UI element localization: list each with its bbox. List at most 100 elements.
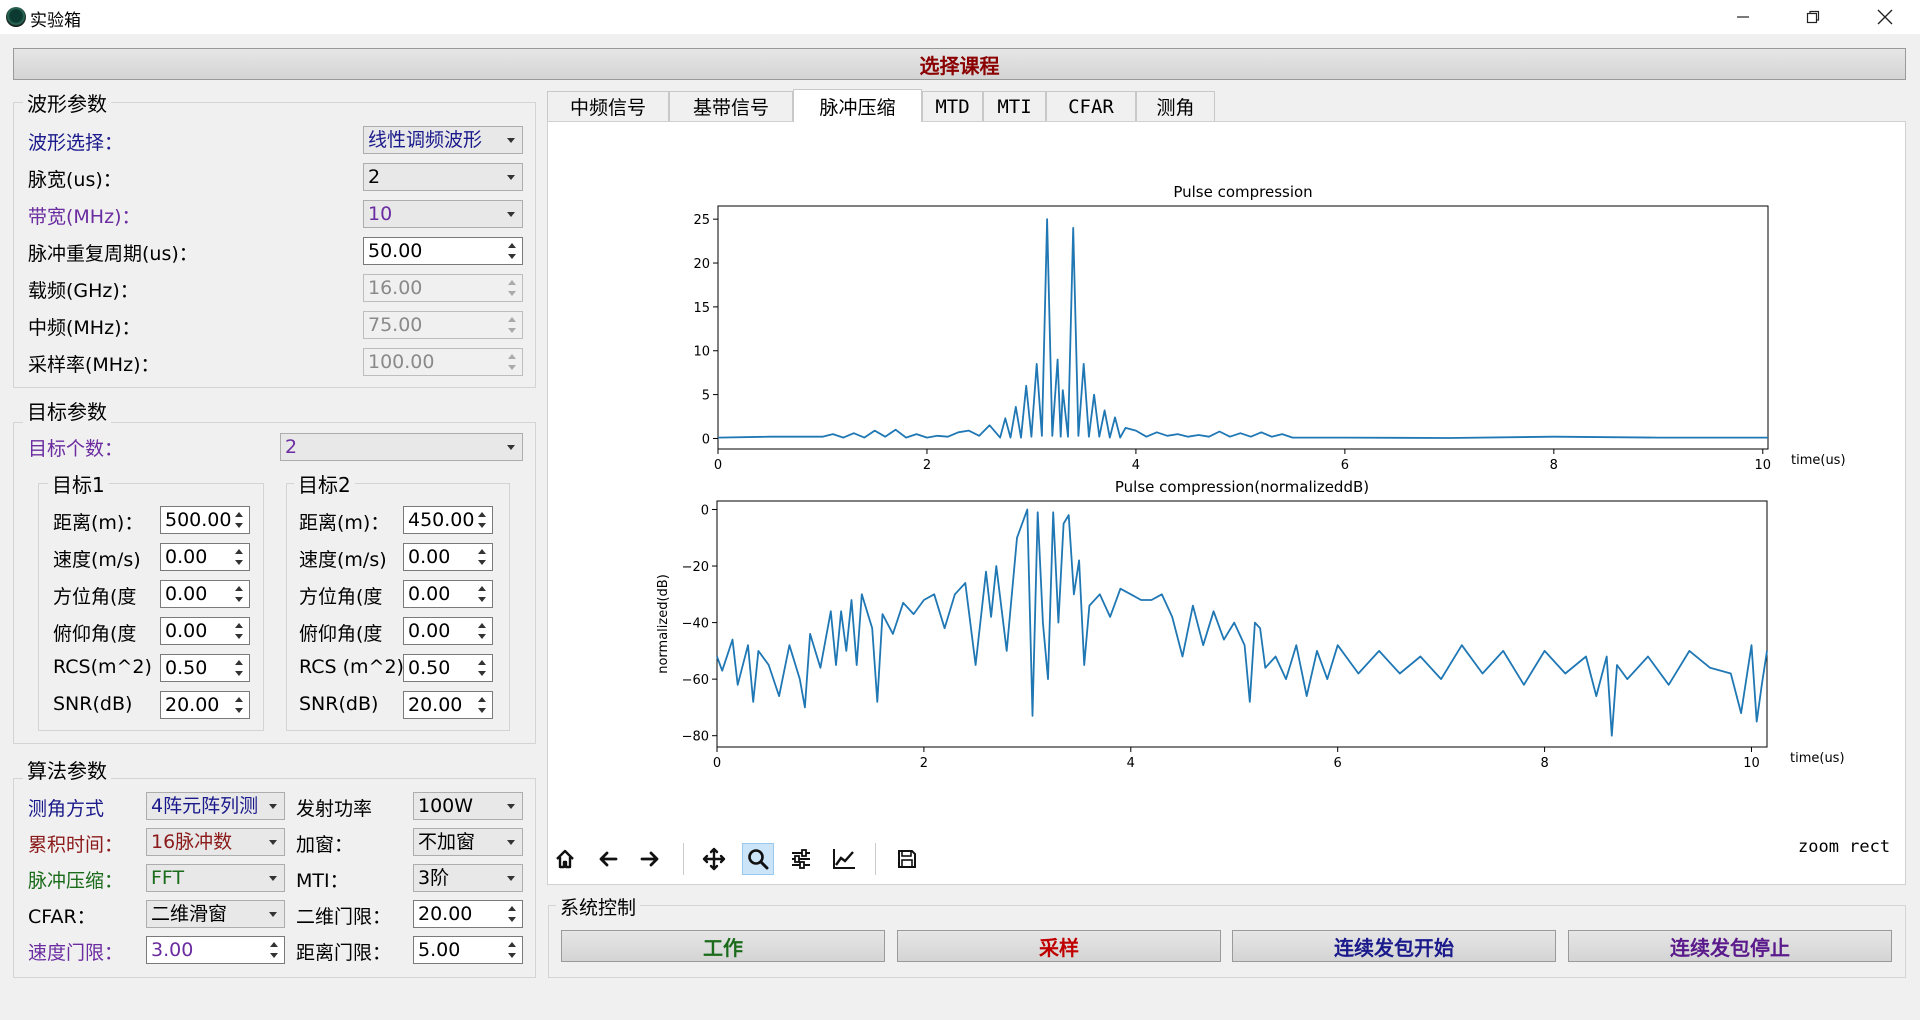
target1-snr-spinbox[interactable]: 20.00 [160,691,250,719]
sample-rate-spinbox: 100.00 [363,348,523,376]
pulse-compression-chart: Pulse compression 0 2 4 6 8 10 0 5 10 15 20 25 time(u… [693,183,1845,473]
y-tick-label: −60 [682,673,709,688]
prf-period-spinbox[interactable]: 50.00 [363,237,523,265]
waveform-select-combo[interactable]: 线性调频波形 [363,126,523,154]
home-tool[interactable] [549,843,581,875]
save-tool[interactable] [891,843,923,875]
pulse-width-label: 脉宽(us)： [28,169,122,191]
x-tick-label: 0 [713,756,721,771]
range-threshold-spinbox[interactable]: 5.00 [413,936,523,964]
pulse-compression-combo[interactable]: FFT [146,864,285,892]
pan-icon [702,847,726,871]
y-tick-label: 0 [702,432,710,447]
target1-azimuth-spinbox[interactable]: 0.00 [160,580,250,608]
x-axis-label: time(us) [1790,751,1845,766]
chart-title: Pulse compression(normalizeddB) [1115,478,1369,496]
window-label: 加窗： [296,834,354,856]
home-icon [556,849,574,869]
minimize-button[interactable] [1708,0,1778,34]
zoom-icon [748,849,769,870]
target1-snr-label: SNR(dB) [53,693,133,715]
sample-button[interactable]: 采样 [897,930,1221,962]
target-count-combo[interactable]: 2 [280,433,523,461]
toolbar-separator [683,843,684,875]
zoom-tool[interactable] [742,843,774,875]
bandwidth-combo[interactable]: 10 [363,200,523,228]
series-line [717,218,1768,439]
restore-button[interactable] [1778,0,1848,34]
back-tool[interactable] [592,843,624,875]
app-icon [6,7,26,27]
pulse-compression-db-chart: Pulse compression(normalizeddB)0 2 4 6 8 100−… [656,478,1845,771]
tx-power-label: 发射功率 [296,798,373,820]
target2-rcs-spinbox[interactable]: 0.50 [403,654,493,682]
continuous-send-stop-button[interactable]: 连续发包停止 [1568,930,1892,962]
y-tick-label: 20 [693,257,710,272]
target1-speed-label: 速度(m/s) [53,549,141,571]
back-arrow-icon [599,851,618,867]
y-tick-label: 15 [693,301,710,316]
target2-azimuth-label: 方位角(度 [299,586,383,608]
tab-mtd[interactable]: MTD [922,91,983,121]
target2-azimuth-spinbox[interactable]: 0.00 [403,580,493,608]
angle-method-combo[interactable]: 4阵元阵列测 [146,792,285,820]
y-tick-label: −20 [682,560,709,575]
mti-combo[interactable]: 3阶 [413,864,523,892]
angle-method-label: 测角方式 [28,798,105,820]
tab-if-signal[interactable]: 中频信号 [547,91,669,121]
integration-time-combo[interactable]: 16脉冲数 [146,828,285,856]
if-freq-label: 中频(MHz)： [28,317,141,339]
restore-icon [1806,10,1820,24]
y-axis-label: normalized(dB) [656,574,671,674]
configure-subplots-icon [792,849,810,869]
target-count-label: 目标个数： [28,438,124,460]
target1-elevation-spinbox[interactable]: 0.00 [160,617,250,645]
target1-group [38,483,264,731]
tab-angle[interactable]: 测角 [1136,91,1215,121]
algo-params-title: 算法参数 [23,755,111,784]
toolbar-status: zoom rect [1798,837,1891,857]
x-tick-label: 8 [1550,458,1558,473]
pulse-compression-label: 脉冲压缩： [28,870,124,892]
2d-threshold-spinbox[interactable]: 20.00 [413,900,523,928]
mti-label: MTI： [296,870,349,892]
select-course-button[interactable]: 选择课程 [13,48,1906,80]
edit-axes-tool[interactable] [828,843,860,875]
close-button[interactable] [1850,0,1920,34]
x-tick-label: 4 [1132,458,1140,473]
y-tick-label: 0 [701,503,709,518]
tx-power-combo[interactable]: 100W [413,792,523,820]
tab-cfar[interactable]: CFAR [1046,91,1136,121]
pulse-width-combo[interactable]: 2 [363,163,523,191]
target2-distance-spinbox[interactable]: 450.00 [403,506,493,534]
tab-baseband-signal[interactable]: 基带信号 [669,91,793,121]
target1-distance-spinbox[interactable]: 500.00 [160,506,250,534]
x-tick-label: 4 [1127,756,1135,771]
pan-tool[interactable] [698,843,730,875]
toolbar-separator [875,843,876,875]
cfar-combo[interactable]: 二维滑窗 [146,900,285,928]
target1-azimuth-label: 方位角(度 [53,586,137,608]
2d-threshold-label: 二维门限： [296,906,392,928]
continuous-send-start-button[interactable]: 连续发包开始 [1232,930,1556,962]
target1-speed-spinbox[interactable]: 0.00 [160,543,250,571]
title-bar: 实验箱 [0,0,1920,34]
cfar-label: CFAR： [28,906,96,928]
target1-rcs-label: RCS(m^2) [53,656,152,678]
tab-pulse-compression[interactable]: 脉冲压缩 [793,89,922,122]
target2-snr-spinbox[interactable]: 20.00 [403,691,493,719]
window-combo[interactable]: 不加窗 [413,828,523,856]
target1-rcs-spinbox[interactable]: 0.50 [160,654,250,682]
save-icon [898,850,916,868]
target2-speed-spinbox[interactable]: 0.00 [403,543,493,571]
carrier-freq-spinbox: 16.00 [363,274,523,302]
y-tick-label: −80 [682,730,709,745]
target2-elevation-spinbox[interactable]: 0.00 [403,617,493,645]
speed-threshold-spinbox[interactable]: 3.00 [146,936,285,964]
target2-distance-label: 距离(m)： [299,512,390,534]
configure-subplots-tool[interactable] [785,843,817,875]
tab-mti[interactable]: MTI [983,91,1046,121]
forward-tool[interactable] [634,843,666,875]
work-button[interactable]: 工作 [561,930,885,962]
